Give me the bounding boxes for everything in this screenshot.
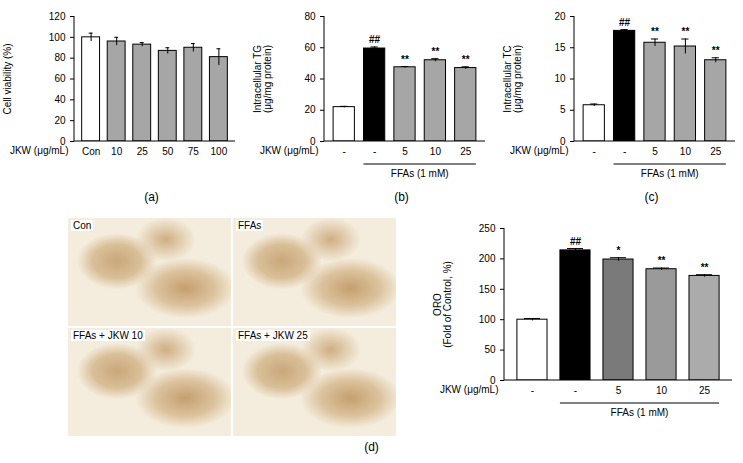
svg-text:200: 200 — [479, 253, 496, 264]
html-text:FFAs: FFAs — [238, 220, 262, 231]
svg-text:-: - — [343, 146, 346, 157]
svg-text:80: 80 — [54, 52, 66, 63]
html-text:Con: Con — [73, 220, 92, 231]
svg-text:*: * — [617, 245, 621, 256]
svg-text:JKW (μg/mL): JKW (μg/mL) — [510, 145, 569, 156]
svg-text:20: 20 — [54, 115, 66, 126]
svg-text:25: 25 — [710, 146, 722, 157]
svg-text:10: 10 — [111, 146, 123, 157]
html-text:FFAs + JKW 25: FFAs + JKW 25 — [238, 330, 308, 341]
svg-text:##: ## — [619, 17, 631, 28]
svg-text:5: 5 — [560, 104, 566, 115]
svg-text:Con: Con — [82, 146, 100, 157]
svg-text:25: 25 — [460, 146, 472, 157]
html-text:(b): (b) — [394, 190, 409, 204]
svg-text:40: 40 — [304, 73, 316, 84]
svg-text:10: 10 — [554, 73, 566, 84]
svg-text:-: - — [531, 385, 534, 396]
svg-text:**: ** — [431, 46, 439, 57]
svg-text:5: 5 — [616, 385, 622, 396]
svg-text:Intracellular TC(μg/mg protein: Intracellular TC(μg/mg protein) — [502, 45, 523, 113]
html-text:(c): (c) — [644, 190, 659, 204]
svg-text:20: 20 — [554, 11, 566, 22]
svg-text:JKW (μg/mL): JKW (μg/mL) — [10, 145, 69, 156]
svg-text:150: 150 — [479, 284, 496, 295]
svg-text:FFAs (1 mM): FFAs (1 mM) — [611, 407, 669, 418]
svg-text:-: - — [574, 385, 577, 396]
svg-text:Intracellular TG(μg/mg protein: Intracellular TG(μg/mg protein) — [252, 45, 273, 113]
svg-text:-: - — [623, 146, 626, 157]
svg-text:100: 100 — [49, 32, 66, 43]
svg-text:120: 120 — [49, 11, 66, 22]
svg-text:**: ** — [462, 54, 470, 65]
svg-text:FFAs (1 mM): FFAs (1 mM) — [641, 168, 699, 179]
svg-text:10: 10 — [680, 146, 692, 157]
svg-text:##: ## — [570, 236, 582, 247]
svg-text:50: 50 — [484, 344, 496, 355]
svg-text:10: 10 — [430, 146, 442, 157]
svg-text:25: 25 — [699, 385, 711, 396]
svg-text:25: 25 — [137, 146, 149, 157]
svg-text:0: 0 — [489, 374, 496, 386]
html-text:(a): (a) — [144, 190, 159, 204]
svg-text:**: ** — [401, 54, 409, 65]
svg-text:-: - — [593, 146, 596, 157]
svg-text:**: ** — [681, 26, 689, 37]
svg-text:##: ## — [369, 34, 381, 45]
svg-text:40: 40 — [54, 94, 66, 105]
svg-text:**: ** — [651, 26, 659, 37]
svg-text:100: 100 — [211, 146, 228, 157]
svg-text:0: 0 — [559, 135, 566, 147]
svg-text:Cell viability (%): Cell viability (%) — [2, 43, 13, 114]
svg-text:60: 60 — [304, 42, 316, 53]
svg-text:**: ** — [658, 255, 666, 266]
svg-text:75: 75 — [188, 146, 200, 157]
svg-text:JKW (μg/mL): JKW (μg/mL) — [440, 384, 499, 395]
svg-text:**: ** — [712, 45, 720, 56]
html-text:(d): (d) — [364, 440, 379, 454]
svg-text:0: 0 — [59, 135, 66, 147]
svg-text:100: 100 — [479, 314, 496, 325]
svg-text:10: 10 — [656, 385, 668, 396]
svg-text:**: ** — [701, 262, 709, 273]
svg-text:5: 5 — [402, 146, 408, 157]
svg-text:50: 50 — [162, 146, 174, 157]
svg-text:80: 80 — [304, 11, 316, 22]
svg-text:15: 15 — [554, 42, 566, 53]
svg-text:0: 0 — [309, 135, 316, 147]
svg-text:20: 20 — [304, 104, 316, 115]
svg-text:ORO(Fold of Control, %): ORO(Fold of Control, %) — [432, 261, 453, 348]
svg-text:60: 60 — [54, 73, 66, 84]
html-text:FFAs + JKW 10: FFAs + JKW 10 — [73, 330, 143, 341]
svg-text:5: 5 — [652, 146, 658, 157]
svg-text:FFAs (1 mM): FFAs (1 mM) — [391, 168, 449, 179]
svg-text:250: 250 — [479, 223, 496, 234]
svg-text:JKW (μg/mL): JKW (μg/mL) — [260, 145, 319, 156]
svg-text:-: - — [373, 146, 376, 157]
